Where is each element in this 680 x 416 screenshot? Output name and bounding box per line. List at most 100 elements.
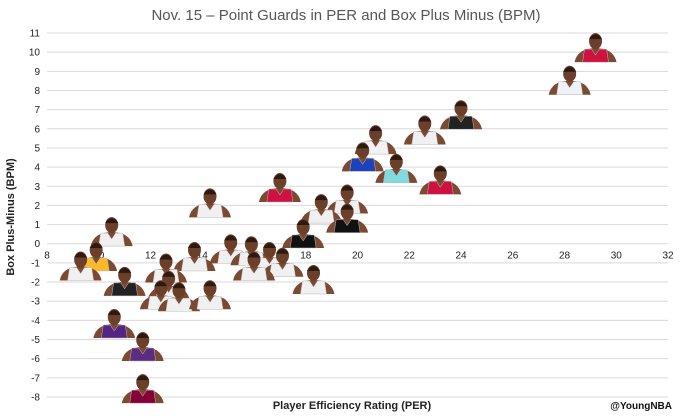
jersey-mark (447, 115, 475, 130)
jersey-mark (196, 204, 224, 218)
hair-mark (203, 189, 217, 195)
x-tick-label: 26 (507, 251, 519, 262)
x-tick-label: 24 (455, 251, 467, 262)
jersey-mark (98, 232, 125, 247)
hair-mark (454, 101, 468, 107)
x-axis-ticks: 8101214161820222426283032 (44, 251, 674, 262)
x-tick-label: 32 (662, 251, 674, 262)
hair-mark (296, 219, 310, 225)
y-tick-label: -8 (31, 393, 40, 404)
credit-label: @YoungNBA (610, 401, 672, 412)
hair-mark (369, 126, 383, 132)
jersey-mark (289, 234, 317, 249)
x-tick-label: 8 (44, 251, 50, 262)
jersey-mark (300, 280, 327, 295)
gridlines (47, 32, 668, 398)
jersey-mark (582, 48, 609, 63)
jersey-mark (240, 267, 268, 281)
y-tick-label: -6 (31, 354, 40, 365)
y-tick-label: 10 (29, 48, 41, 59)
hair-mark (154, 281, 168, 287)
data-point (440, 100, 482, 130)
hair-mark (389, 154, 403, 160)
data-point (261, 247, 304, 277)
data-point (103, 266, 146, 297)
jersey-mark (307, 209, 335, 224)
y-tick-label: 5 (34, 143, 40, 154)
y-tick-label: 2 (34, 201, 40, 212)
y-tick-label: -7 (31, 373, 40, 384)
y-tick-label: -1 (31, 258, 40, 269)
x-tick-label: 18 (300, 251, 312, 262)
hair-mark (356, 143, 370, 149)
jersey-mark (383, 169, 410, 184)
y-tick-label: 0 (34, 239, 40, 250)
data-point (300, 194, 343, 224)
hair-mark (244, 237, 258, 243)
y-tick-label: 8 (34, 86, 40, 97)
hair-mark (107, 310, 121, 316)
hair-mark (89, 242, 103, 248)
hair-mark (589, 34, 603, 40)
data-point (233, 251, 275, 281)
y-tick-label: -3 (31, 297, 40, 308)
y-tick-label: 3 (34, 182, 40, 193)
jersey-mark (427, 181, 454, 195)
jersey-mark (269, 263, 296, 277)
hair-mark (159, 254, 173, 260)
data-point (121, 374, 164, 404)
jersey-mark (196, 296, 224, 310)
data-point (292, 264, 335, 295)
x-tick-label: 20 (352, 251, 364, 262)
y-tick-label: 7 (34, 105, 40, 116)
y-tick-label: 9 (34, 67, 40, 78)
x-tick-label: 22 (404, 251, 416, 262)
data-point (173, 241, 216, 272)
jersey-mark (129, 389, 157, 404)
data-point (189, 280, 232, 310)
hair-mark (118, 267, 132, 273)
data-point (403, 115, 446, 145)
data-point (419, 165, 462, 195)
jersey-mark (100, 324, 128, 339)
hair-mark (172, 283, 186, 289)
hair-mark (314, 195, 328, 201)
x-tick-label: 28 (559, 251, 571, 262)
hair-mark (203, 281, 217, 287)
hair-mark (275, 248, 289, 254)
data-point (341, 142, 384, 172)
data-point (375, 153, 418, 184)
jersey-mark (67, 267, 94, 281)
jersey-mark (111, 282, 138, 297)
data-point (90, 217, 133, 247)
hair-mark (74, 252, 88, 258)
hair-mark (418, 116, 432, 122)
data-point (258, 173, 301, 203)
y-tick-label: 1 (34, 220, 40, 231)
chart-title: Nov. 15 – Point Guards in PER and Box Pl… (151, 7, 540, 24)
hair-mark (563, 66, 577, 72)
hair-mark (105, 218, 119, 224)
hair-mark (162, 271, 176, 277)
y-tick-label: -2 (31, 278, 40, 289)
jersey-mark (333, 219, 361, 233)
jersey-mark (556, 81, 583, 95)
y-tick-label: 4 (34, 163, 40, 174)
x-tick-label: 30 (611, 251, 623, 262)
jersey-mark (411, 131, 439, 145)
x-tick-label: 12 (145, 251, 157, 262)
data-point (121, 332, 164, 362)
hair-mark (136, 375, 150, 381)
hair-mark (263, 242, 277, 248)
y-tick-label: -5 (31, 335, 40, 346)
hair-mark (307, 265, 321, 271)
data-point (548, 65, 591, 95)
data-point (326, 184, 369, 214)
hair-mark (340, 204, 354, 210)
jersey-mark (349, 158, 376, 172)
y-axis-label: Box Plus-Minus (BPM) (5, 158, 17, 276)
y-tick-label: 6 (34, 124, 40, 135)
hair-mark (433, 166, 447, 172)
jersey-mark (266, 188, 294, 203)
